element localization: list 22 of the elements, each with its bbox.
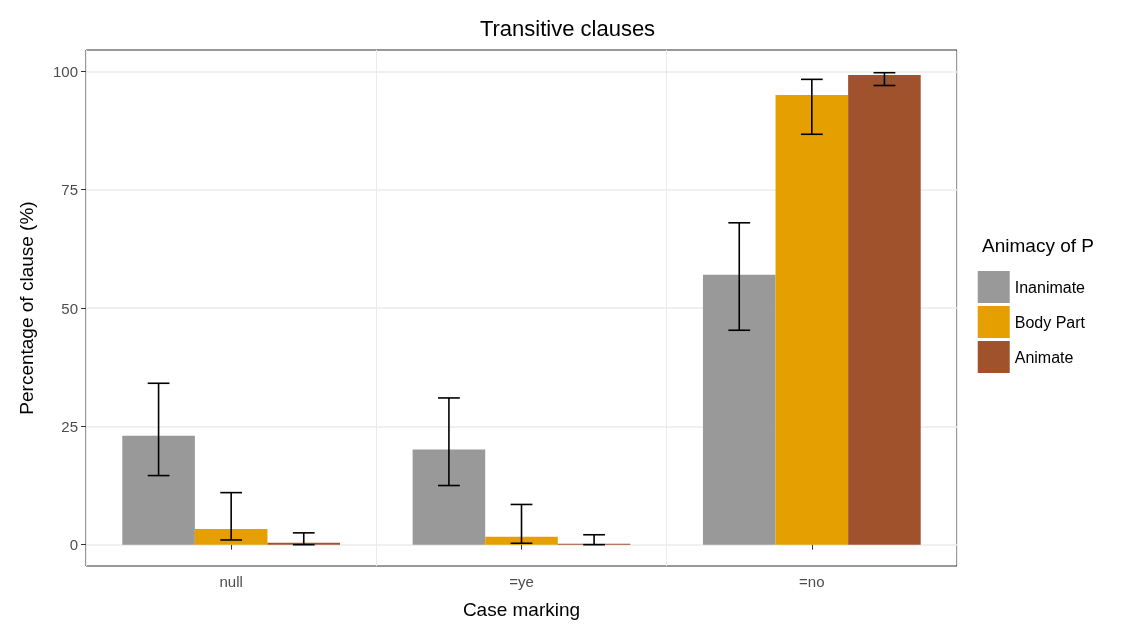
bar (412, 449, 486, 545)
y-tick-label: 75 (61, 181, 78, 199)
legend-label: Inanimate (1014, 278, 1086, 296)
bar (122, 435, 195, 545)
x-tick-label: =no (799, 573, 825, 590)
chart-title: Transitive clauses (479, 15, 656, 41)
x-axis-title: Case marking (462, 599, 581, 620)
x-tick-label: =ye (509, 573, 534, 590)
y-tick-label: 0 (69, 536, 78, 554)
bar (848, 75, 921, 545)
y-axis-title: Percentage of clause (%) (16, 201, 37, 415)
legend-title: Animacy of P (982, 235, 1095, 256)
bar (485, 536, 558, 545)
bar (775, 94, 849, 545)
y-tick-label: 100 (52, 62, 78, 80)
y-tick-label: 50 (61, 299, 78, 317)
bar (702, 274, 776, 545)
bar (194, 529, 268, 545)
y-tick-label: 25 (61, 417, 78, 435)
legend-label: Body Part (1014, 313, 1086, 331)
x-tick-label: null (219, 573, 243, 590)
legend-label: Animate (1014, 348, 1074, 366)
